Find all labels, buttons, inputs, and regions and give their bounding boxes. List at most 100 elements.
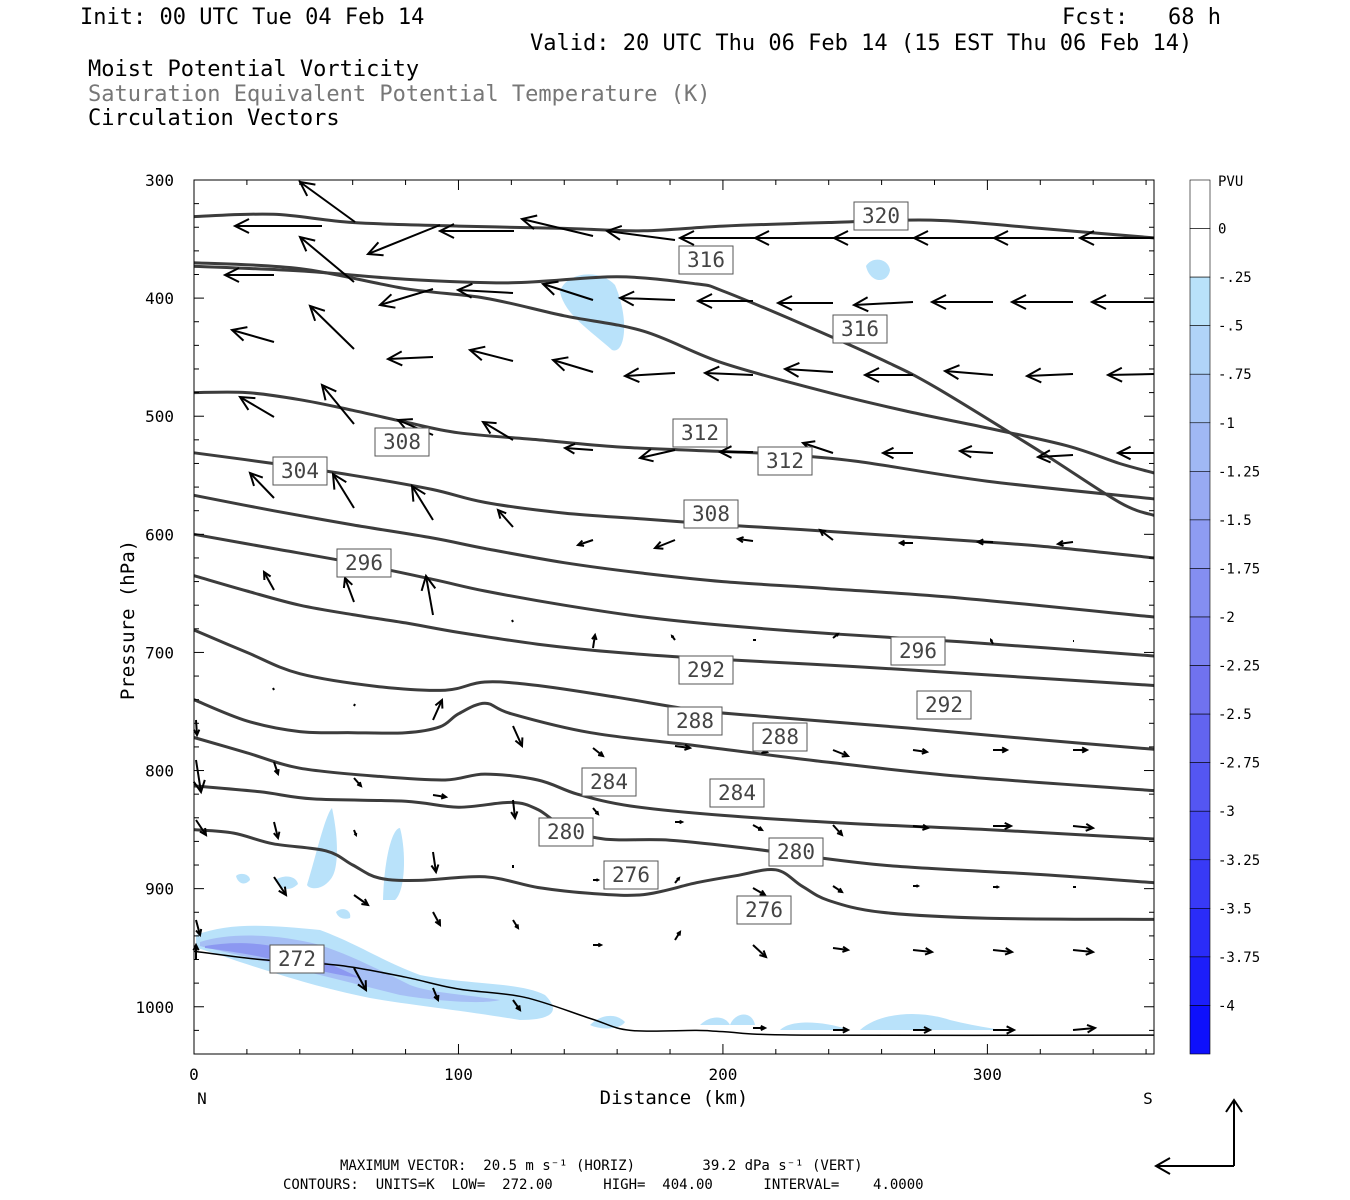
circulation-vector — [298, 180, 356, 223]
colorbar-swatch — [1189, 859, 1211, 909]
circulation-vector — [832, 945, 851, 953]
circulation-vector — [591, 632, 598, 649]
contour-line — [193, 212, 1155, 240]
circulation-vector — [575, 539, 594, 547]
colorbar-label: -.25 — [1218, 270, 1252, 286]
circulation-vector — [913, 884, 921, 888]
contour-info: CONTOURS: UNITS=K LOW= 272.00 HIGH= 404.… — [283, 1177, 924, 1193]
forecast-hour: Fcst: 68 h — [1062, 5, 1221, 30]
circulation-vector — [957, 444, 994, 459]
circulation-vector — [675, 819, 685, 825]
circulation-vector — [353, 894, 370, 907]
y-tick-label: 500 — [145, 407, 174, 426]
circulation-vector — [353, 777, 363, 788]
contour-line — [193, 828, 1155, 921]
circulation-vector — [832, 749, 851, 758]
max-vector-note: MAXIMUM VECTOR: 20.5 m s⁻¹ (HORIZ) 39.2 … — [340, 1158, 863, 1174]
circulation-vector — [753, 1025, 768, 1031]
circulation-vector — [272, 687, 275, 691]
colorbar-swatch — [1189, 422, 1211, 472]
circulation-vector — [911, 230, 994, 246]
circulation-vector — [592, 747, 605, 758]
circulation-vector — [1024, 367, 1074, 384]
svg-text:316: 316 — [687, 248, 725, 272]
contour-label: 316 — [832, 314, 888, 344]
circulation-vector — [385, 350, 434, 367]
contour-line — [193, 261, 1155, 475]
colorbar-swatch — [1189, 713, 1211, 763]
colorbar-swatch — [1189, 956, 1211, 1006]
y-tick-label: 400 — [145, 289, 174, 308]
circulation-vector — [1077, 230, 1154, 246]
circulation-vector — [512, 725, 524, 749]
circulation-vector — [562, 442, 594, 455]
circulation-vector — [342, 575, 355, 603]
colorbar-swatch — [1189, 810, 1211, 861]
circulation-vector — [512, 999, 522, 1012]
colorbar-label: -1.5 — [1218, 513, 1252, 529]
svg-text:284: 284 — [718, 781, 756, 805]
svg-text:280: 280 — [547, 820, 585, 844]
circulation-vector — [273, 876, 288, 897]
circulation-vector — [496, 508, 514, 528]
contour-label: 284 — [581, 767, 637, 797]
svg-text:308: 308 — [692, 502, 730, 526]
circulation-vector — [670, 634, 676, 641]
circulation-vector — [320, 383, 355, 425]
circulation-vector — [353, 829, 358, 838]
circulation-vector — [365, 224, 441, 257]
circulation-vector — [229, 326, 275, 343]
svg-text:308: 308 — [383, 430, 421, 454]
circulation-vector — [752, 944, 768, 959]
y-tick-label: 600 — [145, 525, 174, 544]
colorbar-swatch — [1189, 762, 1211, 812]
contour-line — [193, 628, 1155, 751]
circulation-vector — [481, 420, 514, 441]
circulation-vector — [540, 280, 594, 301]
colorbar-swatch — [1189, 665, 1211, 715]
colorbar-label: -3.25 — [1218, 853, 1260, 869]
contour-label: 308 — [683, 499, 739, 529]
circulation-vector — [975, 538, 993, 546]
svg-text:292: 292 — [687, 658, 725, 682]
x-end-right: S — [1143, 1089, 1153, 1108]
reference-vector-icon — [1153, 1098, 1243, 1175]
circulation-vector — [1089, 294, 1154, 310]
circulation-vector — [1115, 445, 1154, 461]
circulation-vector — [833, 1026, 851, 1034]
y-tick-label: 800 — [145, 762, 174, 781]
circulation-vector — [193, 719, 201, 738]
contour-label: 320 — [853, 201, 909, 231]
circulation-vector — [652, 539, 676, 550]
axis-ticks — [193, 179, 1154, 1055]
contour-line — [193, 698, 1155, 793]
circulation-vector — [862, 367, 913, 383]
circulation-vector — [993, 885, 1001, 889]
colorbar-label: -2 — [1218, 610, 1235, 626]
circulation-vector — [677, 230, 755, 246]
colorbar-label: -.75 — [1218, 367, 1252, 383]
colorbar-label: -1 — [1218, 416, 1235, 432]
colorbar-label: 0 — [1218, 222, 1226, 238]
plot-frame — [193, 179, 1155, 1055]
circulation-vector — [674, 930, 682, 941]
contour-label: 288 — [667, 706, 723, 736]
svg-text:312: 312 — [766, 449, 804, 473]
colorbar-swatch — [1189, 471, 1211, 521]
contour-line — [193, 784, 1155, 885]
circulation-vector — [432, 987, 440, 1003]
colorbar-swatch — [1189, 519, 1211, 569]
colorbar-swatch — [1189, 179, 1211, 229]
circulation-vector — [993, 1025, 1017, 1035]
axis-labels: 300 400 500 600 700 800 900 1000 0 100 200 300 — [135, 171, 1001, 1084]
circulation-vector — [410, 484, 434, 521]
circulation-vector — [519, 214, 594, 237]
circulation-vector — [832, 824, 844, 837]
circulation-vector — [617, 290, 676, 307]
colorbar-swatch — [1189, 228, 1211, 278]
svg-text:296: 296 — [899, 639, 937, 663]
valid-time: Valid: 20 UTC Thu 06 Feb 14 (15 EST Thu … — [530, 31, 1193, 56]
circulation-vector — [897, 539, 913, 547]
circulation-vector — [717, 445, 753, 459]
